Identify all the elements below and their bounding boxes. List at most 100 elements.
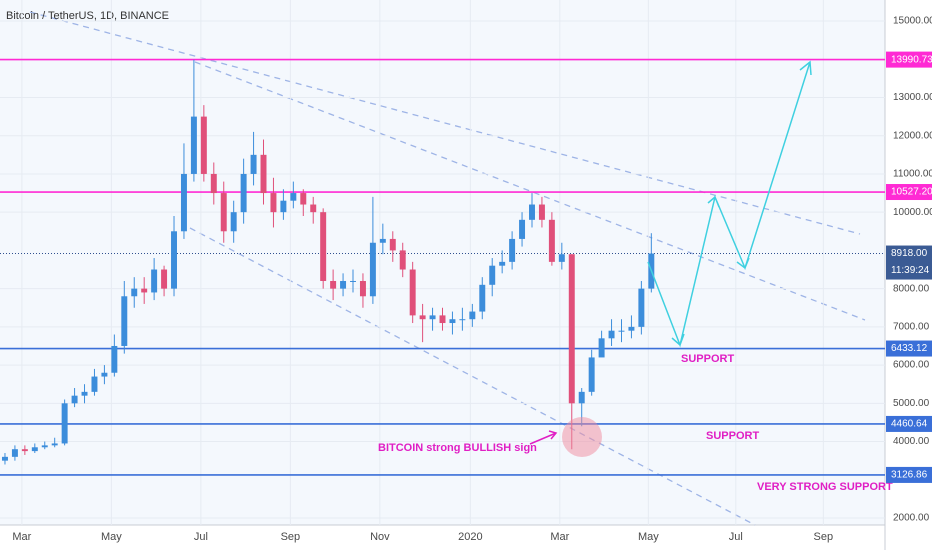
- level-label: 3126.86: [891, 470, 928, 481]
- x-tick-label: Nov: [370, 531, 390, 543]
- candle-body: [210, 173, 217, 194]
- candle-body: [548, 219, 555, 262]
- candle-body: [330, 280, 337, 289]
- candle-body: [449, 319, 456, 324]
- candle-body: [350, 280, 356, 282]
- candle-body: [459, 319, 466, 321]
- candle-body: [230, 212, 237, 232]
- candle-body: [340, 280, 347, 289]
- candle-body: [171, 231, 177, 289]
- candle-body: [429, 315, 436, 320]
- level-tag: [886, 466, 932, 483]
- trendline: [29, 11, 861, 235]
- last-price-label: 8918.00: [891, 248, 928, 259]
- candle-body: [180, 173, 187, 232]
- candle-body: [250, 154, 257, 174]
- candle-body: [389, 238, 396, 251]
- annotation: VERY STRONG SUPPORT: [757, 481, 893, 493]
- candle-body: [31, 447, 38, 452]
- x-tick-label: Mar: [550, 531, 569, 543]
- y-tick-label: 4000.00: [893, 436, 930, 447]
- candle-body: [469, 311, 476, 320]
- trendline: [194, 61, 866, 321]
- y-tick-label: 11000.00: [893, 169, 932, 180]
- x-tick-label: Sep: [814, 531, 834, 543]
- candle-body: [529, 204, 535, 220]
- candle-body: [131, 288, 138, 297]
- candle-body: [638, 288, 645, 327]
- candle-body: [538, 204, 545, 220]
- candle-body: [568, 254, 575, 404]
- candle-body: [519, 219, 526, 239]
- level-label: 13990.73: [891, 54, 932, 65]
- candle-body: [1, 456, 8, 461]
- x-tick-label: 2020: [458, 531, 482, 543]
- candle-body: [369, 242, 376, 297]
- level-label: 10527.20: [891, 187, 932, 198]
- candle-body: [409, 269, 416, 316]
- projection-path: [647, 60, 812, 348]
- candle-body: [489, 265, 496, 285]
- y-tick-label: 7000.00: [893, 321, 930, 332]
- candle-body: [439, 315, 446, 324]
- x-tick-label: May: [101, 531, 122, 543]
- annotation: BITCOIN strong BULLISH sign: [378, 442, 537, 454]
- level-label: 6433.12: [891, 343, 928, 354]
- candle-body: [280, 200, 287, 213]
- level-tag: [886, 51, 932, 68]
- y-tick-label: 6000.00: [893, 360, 930, 371]
- countdown-label: 11:39:24: [891, 265, 930, 276]
- level-label: 4460.64: [891, 419, 928, 430]
- x-tick-label: Sep: [281, 531, 301, 543]
- candle-body: [41, 445, 48, 448]
- annotation-arrow: [529, 430, 558, 445]
- candle-body: [220, 193, 227, 232]
- candle-body: [310, 204, 317, 213]
- candle-body: [141, 288, 148, 293]
- candle-body: [240, 173, 247, 213]
- x-tick-label: Mar: [12, 531, 31, 543]
- y-tick-label: 15000.00: [893, 16, 932, 27]
- candle-body: [151, 269, 158, 293]
- candle-body: [260, 154, 267, 194]
- chart-title: Bitcoin / TetherUS, 1D, BINANCE: [6, 10, 169, 22]
- y-tick-label: 5000.00: [893, 398, 930, 409]
- candle-body: [101, 372, 108, 377]
- candle-body: [608, 330, 615, 339]
- annotation: SUPPORT: [681, 353, 734, 365]
- candle-body: [61, 403, 68, 444]
- y-tick-label: 8000.00: [893, 283, 930, 294]
- candle-body: [578, 391, 585, 404]
- candle-body: [558, 254, 565, 262]
- candle-body: [121, 296, 128, 346]
- candle-body: [190, 116, 197, 174]
- level-tag: [886, 340, 932, 357]
- candle-body: [91, 376, 98, 392]
- y-tick-label: 13000.00: [893, 92, 932, 103]
- candle-body: [399, 250, 406, 270]
- candle-body: [320, 212, 327, 281]
- level-tag: [886, 415, 932, 432]
- candle-body: [618, 330, 625, 332]
- candle-body: [588, 357, 595, 392]
- annotation: SUPPORT: [706, 430, 759, 442]
- candle-body: [359, 280, 366, 297]
- candle-body: [21, 449, 28, 452]
- x-tick-label: May: [638, 531, 659, 543]
- candle-body: [200, 116, 207, 174]
- candle-body: [81, 391, 88, 396]
- candle-body: [11, 449, 18, 457]
- candle-body: [499, 261, 506, 266]
- y-tick-label: 12000.00: [893, 130, 932, 141]
- y-tick-label: 10000.00: [893, 207, 932, 218]
- candle-body: [270, 193, 277, 213]
- highlight-circle: [562, 417, 602, 457]
- level-tag: [886, 184, 932, 201]
- candle-body: [111, 345, 118, 373]
- candle-body: [290, 193, 297, 201]
- x-tick-label: Jul: [729, 531, 743, 543]
- x-tick-label: Jul: [194, 531, 208, 543]
- candle-body: [509, 238, 516, 262]
- candle-body: [71, 395, 78, 404]
- candle-body: [628, 326, 635, 331]
